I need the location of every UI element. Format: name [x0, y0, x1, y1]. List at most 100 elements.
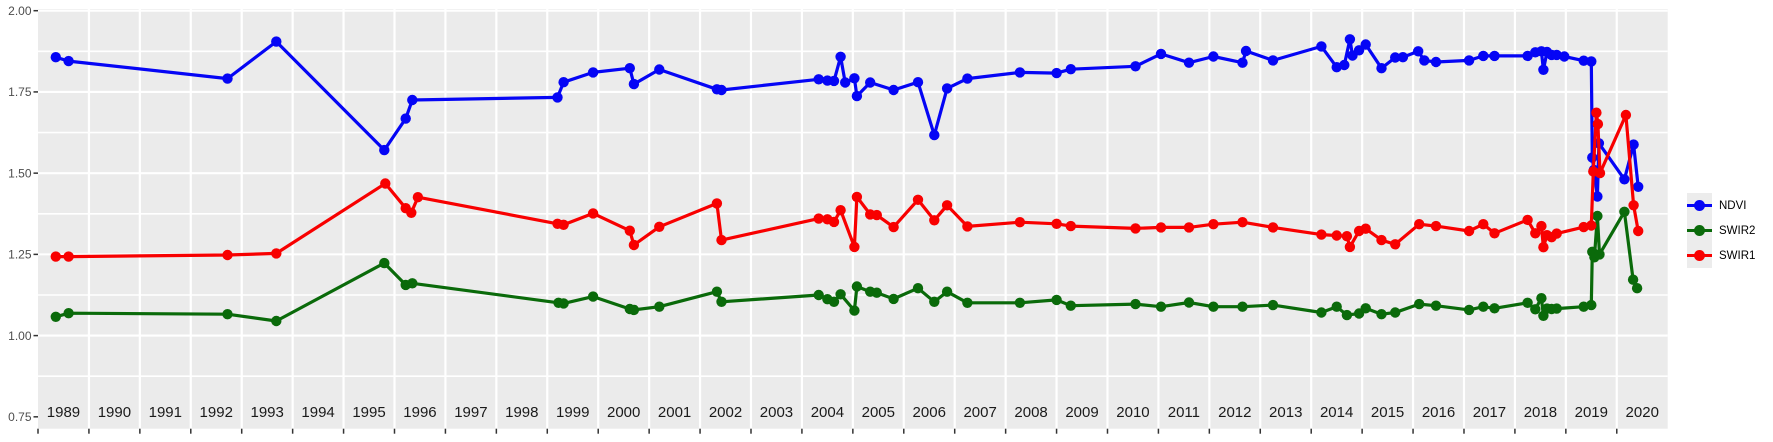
data-point-SWIR2	[1631, 283, 1643, 294]
data-point-SWIR2	[1267, 299, 1279, 311]
data-point-SWIR1	[1155, 222, 1167, 233]
data-point-SWIR1	[1538, 242, 1549, 253]
x-axis-label: 2017	[1473, 404, 1506, 421]
x-axis-label: 1992	[200, 404, 233, 421]
data-point-SWIR1	[1130, 223, 1141, 234]
data-point-SWIR1	[1551, 228, 1562, 239]
data-point-SWIR1	[624, 225, 635, 236]
x-axis-label: 2006	[913, 404, 946, 421]
x-axis-label: 2010	[1116, 404, 1149, 421]
data-point-SWIR2	[1208, 301, 1219, 312]
data-point-SWIR2	[1065, 300, 1077, 311]
y-axis-label: 1.25	[8, 248, 32, 262]
data-point-NDVI	[1419, 55, 1430, 66]
data-point-SWIR2	[1316, 307, 1327, 318]
x-axis-label: 2016	[1422, 404, 1455, 421]
series-SWIR1	[50, 107, 1644, 262]
data-point-SWIR1	[1591, 107, 1602, 118]
data-point-SWIR2	[1130, 298, 1141, 310]
data-point-SWIR2	[1376, 309, 1387, 320]
x-axis-label: 1990	[98, 404, 131, 421]
data-point-SWIR2	[1414, 298, 1425, 310]
data-point-SWIR1	[929, 215, 940, 226]
data-point-SWIR1	[1522, 214, 1533, 226]
x-axis-label: 1991	[149, 404, 182, 421]
x-axis-label: 1997	[454, 404, 487, 421]
data-point-NDVI	[813, 74, 824, 85]
legend-row: NDVI	[1687, 193, 1755, 218]
axis-ticks	[33, 9, 1618, 434]
data-point-SWIR1	[1341, 231, 1353, 242]
legend-key-icon	[1687, 193, 1712, 218]
x-axis-labels: 1989 1990 1991 1992 1993 1994 1995 1996 1997 1998…	[47, 404, 1659, 421]
x-axis-label: 2018	[1524, 404, 1557, 421]
data-point-NDVI	[1155, 48, 1167, 60]
data-point-NDVI	[271, 36, 282, 47]
legend-key-icon	[1687, 243, 1712, 268]
data-point-SWIR2	[941, 286, 953, 297]
y-axis-label: 2.00	[8, 4, 32, 18]
data-point-NDVI	[1339, 59, 1350, 71]
x-axis-label: 1999	[556, 404, 589, 421]
data-point-SWIR1	[50, 251, 61, 262]
data-point-SWIR2	[1463, 304, 1475, 316]
data-point-SWIR2	[1390, 307, 1401, 318]
x-axis-label: 1998	[505, 404, 538, 421]
data-point-SWIR2	[1341, 309, 1353, 321]
data-point-SWIR1	[888, 221, 899, 233]
data-point-SWIR2	[1594, 249, 1605, 260]
data-point-SWIR1	[1463, 225, 1475, 237]
data-point-NDVI	[222, 73, 233, 84]
data-point-NDVI	[1316, 41, 1327, 52]
data-point-NDVI	[1538, 64, 1549, 76]
data-point-SWIR2	[628, 304, 640, 316]
data-point-SWIR2	[1331, 301, 1342, 312]
data-point-NDVI	[1240, 45, 1252, 57]
data-point-SWIR1	[849, 241, 860, 253]
data-point-SWIR1	[1594, 167, 1606, 179]
data-point-SWIR2	[1551, 303, 1562, 314]
data-point-NDVI	[628, 78, 640, 90]
x-axis-label: 2015	[1371, 404, 1404, 421]
data-point-NDVI	[888, 84, 899, 96]
data-point-SWIR2	[813, 289, 824, 301]
data-point-NDVI	[849, 73, 860, 84]
data-point-NDVI	[1592, 191, 1603, 202]
x-axis-label: 2013	[1269, 404, 1302, 421]
x-axis-label: 2012	[1218, 404, 1251, 421]
x-axis-label: 2009	[1065, 404, 1098, 421]
data-point-SWIR2	[379, 257, 390, 269]
legend: NDVI SWIR2 SWIR1	[1687, 193, 1755, 268]
data-point-SWIR1	[1530, 228, 1541, 239]
data-point-SWIR2	[1592, 210, 1603, 222]
data-point-NDVI	[1619, 174, 1630, 185]
data-point-SWIR1	[1633, 225, 1644, 237]
data-point-SWIR1	[380, 178, 391, 189]
data-point-NDVI	[1397, 52, 1409, 63]
x-axis-label: 2003	[760, 404, 793, 421]
legend-dot-glyph	[1694, 225, 1705, 236]
data-point-SWIR2	[1586, 299, 1597, 311]
data-point-NDVI	[1237, 57, 1248, 68]
y-axis-label: 0.75	[8, 410, 32, 424]
data-point-SWIR2	[888, 293, 899, 305]
data-point-NDVI	[1065, 63, 1077, 75]
data-point-SWIR1	[711, 198, 723, 209]
data-point-NDVI	[941, 83, 953, 94]
data-point-SWIR2	[1155, 301, 1167, 312]
data-point-NDVI	[1586, 56, 1597, 67]
data-point-SWIR1	[63, 251, 74, 262]
legend-label: SWIR2	[1719, 224, 1756, 237]
data-point-SWIR1	[558, 219, 569, 230]
x-axis-label: 2020	[1626, 404, 1659, 421]
data-point-SWIR2	[716, 296, 727, 307]
data-point-SWIR1	[835, 205, 846, 216]
data-point-SWIR1	[412, 192, 424, 203]
x-axis-label: 2019	[1575, 404, 1608, 421]
data-point-SWIR1	[941, 200, 953, 211]
data-point-SWIR1	[1316, 229, 1327, 240]
x-axis-label: 1993	[250, 404, 283, 421]
legend-label: NDVI	[1719, 199, 1747, 212]
data-point-SWIR1	[1267, 222, 1279, 233]
